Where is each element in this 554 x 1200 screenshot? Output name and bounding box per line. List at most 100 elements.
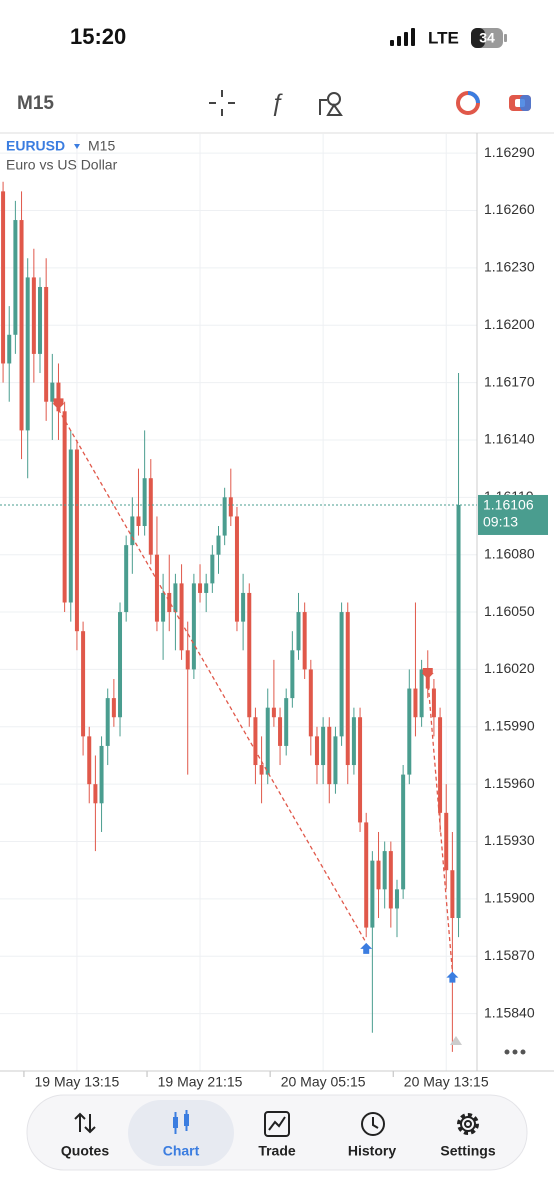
y-tick-label: 1.16290 — [484, 144, 535, 160]
candle-body — [345, 612, 350, 766]
countdown-label: 09:13 — [483, 514, 518, 530]
candle-body — [247, 592, 252, 718]
candle-body — [327, 726, 332, 785]
nav-bar — [26, 1094, 528, 1171]
candle-body — [68, 449, 73, 603]
trade-line — [57, 409, 367, 944]
quotes-icon[interactable] — [74, 1112, 96, 1134]
candle-body — [105, 698, 110, 746]
candle-body — [87, 736, 92, 785]
indicators-icon[interactable]: ƒ — [270, 89, 283, 116]
status-network: LTE — [428, 28, 459, 47]
candle-body — [198, 583, 203, 593]
candle-body — [13, 220, 18, 335]
candle-body — [253, 717, 258, 766]
candle-body — [25, 277, 30, 431]
candle-body — [370, 860, 375, 928]
candle-body — [62, 411, 67, 603]
candle-body — [204, 583, 209, 593]
settings-icon[interactable] — [457, 1113, 479, 1135]
scroll-marker[interactable] — [450, 1036, 462, 1045]
nav-label[interactable]: Quotes — [61, 1143, 109, 1159]
candle-body — [271, 707, 276, 718]
candle-body — [302, 612, 307, 670]
candle-body — [419, 669, 424, 718]
candle-body — [7, 334, 12, 364]
candle-body — [185, 650, 190, 670]
toolbar-timeframe[interactable]: M15 — [17, 93, 54, 114]
candle-body — [376, 860, 381, 890]
candle-body — [401, 774, 406, 890]
candle-body — [228, 497, 233, 517]
candle-body — [407, 688, 412, 775]
buy-arrow — [446, 971, 459, 983]
candle-body — [388, 851, 393, 909]
candle-body — [99, 745, 104, 804]
candle-body — [154, 554, 159, 622]
candle-body — [38, 286, 43, 354]
candle-body — [265, 707, 270, 775]
battery-tip — [504, 34, 507, 42]
candle-body — [351, 717, 356, 766]
chart-symbol[interactable]: EURUSD — [6, 138, 65, 154]
candle-body — [222, 497, 227, 536]
symbol-dropdown[interactable] — [74, 144, 80, 149]
candle-body — [382, 851, 387, 890]
candle-body — [364, 822, 369, 928]
objects-icon[interactable] — [319, 92, 343, 116]
candle-body — [31, 277, 36, 354]
signal-icon — [390, 28, 415, 46]
nav-label[interactable]: History — [348, 1143, 396, 1159]
trade-icon[interactable] — [509, 95, 531, 111]
candle-body — [321, 726, 326, 766]
battery-level — [471, 28, 485, 48]
candle-body — [136, 516, 141, 527]
candle-body — [173, 583, 178, 613]
y-tick-label: 1.15900 — [484, 890, 535, 906]
candle-body — [241, 592, 246, 622]
candle-body — [333, 736, 338, 785]
sell-arrow — [52, 398, 65, 410]
candle-body — [56, 382, 61, 412]
candle-body — [111, 698, 116, 718]
candle-body — [308, 669, 313, 737]
y-tick-label: 1.16230 — [484, 259, 535, 275]
candle-body — [296, 612, 301, 651]
candle-body — [130, 516, 135, 546]
candle-body — [118, 612, 123, 718]
chart: 1.15840 1.15870 1.15900 1.15930 1.15960 1.159… — [0, 133, 554, 1090]
status-time: 15:20 — [70, 24, 126, 49]
crosshair-icon[interactable] — [209, 90, 235, 116]
candle-body — [161, 592, 166, 622]
account-icon[interactable] — [456, 91, 480, 115]
candle-body — [284, 698, 289, 746]
current-price-label: 1.16106 — [483, 497, 534, 513]
chart-timeframe: M15 — [88, 138, 115, 154]
nav-label[interactable]: Settings — [440, 1143, 495, 1159]
more-icon[interactable] — [504, 1049, 526, 1055]
x-tick-label: 20 May 13:15 — [404, 1074, 489, 1090]
y-tick-label: 1.16080 — [484, 545, 535, 561]
candle-body — [234, 516, 239, 622]
candle-body — [167, 592, 172, 613]
nav-label[interactable]: Chart — [163, 1143, 200, 1159]
nav-active-pill — [128, 1100, 234, 1166]
candle-body — [358, 717, 363, 823]
candle-body — [259, 765, 264, 775]
current-price-box — [478, 494, 548, 535]
history-icon[interactable] — [361, 1112, 385, 1136]
x-tick-label: 19 May 21:15 — [158, 1074, 243, 1090]
candle-body — [191, 583, 196, 670]
y-tick-label: 1.16140 — [484, 431, 535, 447]
chart-icon[interactable] — [173, 1110, 189, 1134]
buy-arrow — [360, 942, 373, 954]
candle-body — [44, 286, 49, 402]
candle-body — [456, 504, 461, 919]
x-tick-label: 20 May 05:15 — [281, 1074, 366, 1090]
candle-body — [314, 736, 319, 766]
trade-nav-icon[interactable] — [264, 1111, 290, 1137]
nav-label[interactable]: Trade — [258, 1143, 296, 1159]
candle-body — [278, 717, 283, 746]
